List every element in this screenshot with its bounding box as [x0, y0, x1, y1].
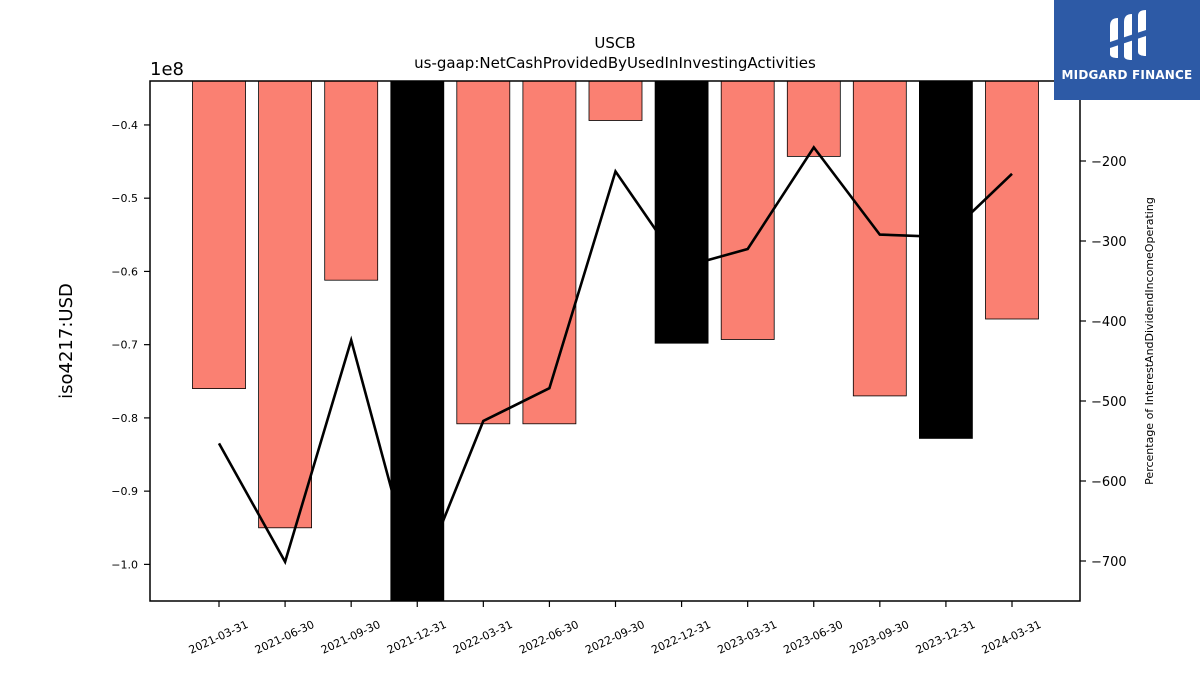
brand-logo: MIDGARD FINANCE: [1054, 0, 1200, 100]
x-tick-label: 2023-12-31: [914, 618, 977, 657]
bar-2021-03-31: [192, 80, 246, 390]
bar-2021-09-30: [324, 80, 379, 281]
y2-tick-label: −200: [1091, 155, 1127, 170]
x-tick-label: 2023-06-30: [782, 618, 845, 657]
bar-2023-12-31: [919, 80, 973, 439]
y2-tick-label: −400: [1091, 315, 1127, 330]
y-tick-label: −0.6: [111, 265, 138, 278]
chart-title: USCB: [594, 34, 635, 52]
x-tick-label: 2022-09-30: [583, 618, 646, 657]
bar-2024-03-31: [985, 80, 1039, 320]
y-scale-label: 1e8: [150, 59, 184, 80]
y-tick-label: −1.0: [111, 558, 138, 571]
y2-tick-label: −500: [1091, 395, 1127, 410]
x-tick-label: 2022-12-31: [649, 618, 712, 657]
y2-tick-label: −300: [1091, 235, 1127, 250]
chart-subtitle: us-gaap:NetCashProvidedByUsedInInvesting…: [414, 54, 816, 72]
bar-2021-12-31: [390, 80, 445, 602]
x-tick-label: 2021-09-30: [319, 618, 382, 657]
bar-2021-06-30: [258, 80, 313, 529]
x-tick-label: 2024-03-31: [980, 618, 1043, 657]
bar-2022-06-30: [522, 80, 577, 425]
line-group: [217, 145, 1013, 590]
bar-2022-12-31: [654, 80, 709, 344]
x-tick-label: 2021-12-31: [385, 618, 448, 657]
bar-2023-06-30: [786, 80, 841, 157]
x-tick-label: 2021-03-31: [187, 618, 250, 657]
x-tick-label: 2022-06-30: [517, 618, 580, 657]
y-tick-label: −0.4: [111, 119, 138, 132]
brand-name: MIDGARD FINANCE: [1061, 68, 1193, 82]
x-tick-label: 2022-03-31: [451, 618, 514, 657]
y-axis-label: iso4217:USD: [56, 283, 77, 399]
x-tick-label: 2021-06-30: [253, 618, 316, 657]
bar-2023-03-31: [720, 80, 775, 340]
bars-group: [192, 80, 1039, 602]
brand-mark-icon: [1110, 10, 1146, 60]
bar-2023-09-30: [852, 80, 907, 397]
bar-2022-03-31: [456, 80, 511, 425]
y-tick-label: −0.5: [111, 192, 138, 205]
y-tick-label: −0.8: [111, 412, 138, 425]
y2-axis-label: Percentage of InterestAndDividendIncomeO…: [1143, 197, 1156, 485]
bar-2022-09-30: [588, 80, 643, 121]
x-tick-label: 2023-03-31: [715, 618, 778, 657]
line-series: [217, 145, 1013, 590]
y-tick-label: −0.7: [111, 339, 138, 352]
y-tick-label: −0.9: [111, 485, 138, 498]
x-tick-label: 2023-09-30: [848, 618, 911, 657]
y2-tick-label: −600: [1091, 475, 1127, 490]
y2-tick-label: −700: [1091, 555, 1127, 570]
